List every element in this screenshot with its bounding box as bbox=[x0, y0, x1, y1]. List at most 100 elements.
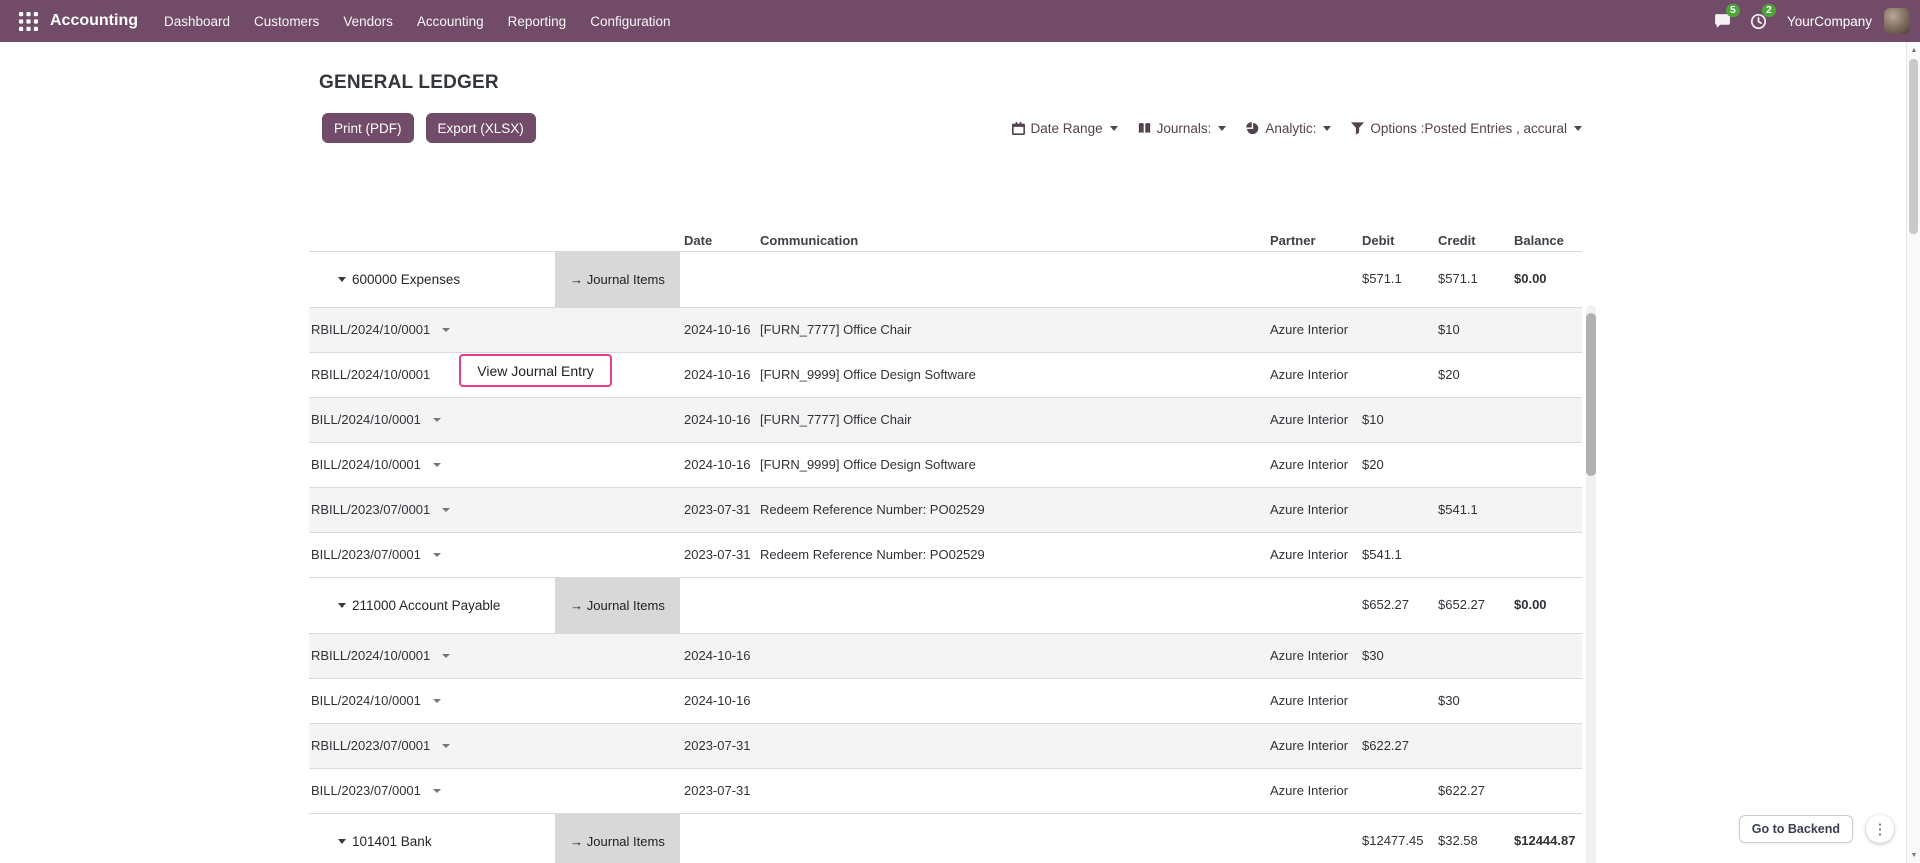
caret-down-icon bbox=[1574, 125, 1582, 131]
menu-accounting[interactable]: Accounting bbox=[416, 13, 484, 29]
caret-down-icon bbox=[1323, 125, 1332, 131]
group-credit: $32.58 bbox=[1438, 833, 1478, 849]
table-header: Date Communication Partner Debit Credit … bbox=[309, 231, 1582, 251]
go-to-backend-button[interactable]: Go to Backend bbox=[1738, 815, 1853, 843]
entry-credit: $20 bbox=[1438, 366, 1460, 382]
entry-date: 2024-10-16 bbox=[684, 692, 751, 708]
move-name-cell[interactable]: RBILL/2024/10/0001 bbox=[309, 367, 555, 384]
move-name-cell[interactable]: BILL/2024/10/0001 bbox=[309, 693, 555, 710]
options-filter[interactable]: Options :Posted Entries , accural bbox=[1351, 121, 1582, 136]
account-name-cell[interactable]: 600000 Expenses bbox=[309, 271, 555, 289]
move-dropdown-caret-icon[interactable] bbox=[442, 653, 451, 658]
entry-credit: $10 bbox=[1438, 321, 1460, 337]
account-name-cell[interactable]: 211000 Account Payable bbox=[309, 597, 555, 615]
export-xlsx-button[interactable]: Export (XLSX) bbox=[425, 113, 536, 143]
col-header-debit: Debit bbox=[1362, 232, 1395, 248]
activities-button[interactable]: 2 bbox=[1741, 0, 1777, 42]
move-name-cell[interactable]: RBILL/2023/07/0001 bbox=[309, 502, 555, 519]
group-balance: $0.00 bbox=[1514, 597, 1547, 613]
report-toolbar: Print (PDF) Export (XLSX) Date Range Jou… bbox=[309, 113, 1582, 143]
table-body: 600000 Expenses → Journal Items $571.1 $… bbox=[309, 251, 1582, 863]
entry-partner: Azure Interior bbox=[1270, 321, 1349, 337]
more-options-button[interactable]: ⋮ bbox=[1866, 815, 1894, 843]
move-name-cell[interactable]: BILL/2024/10/0001 bbox=[309, 457, 555, 474]
entry-partner: Azure Interior bbox=[1270, 411, 1349, 427]
menu-dashboard[interactable]: Dashboard bbox=[164, 13, 231, 29]
move-dropdown-caret-icon[interactable] bbox=[432, 462, 441, 467]
entry-partner: Azure Interior bbox=[1270, 782, 1349, 798]
general-ledger-table: Date Communication Partner Debit Credit … bbox=[309, 231, 1582, 863]
main-menu: Dashboard Customers Vendors Accounting R… bbox=[152, 0, 683, 42]
move-name-cell[interactable]: BILL/2023/07/0001 bbox=[309, 783, 555, 800]
group-balance: $0.00 bbox=[1514, 271, 1547, 287]
entry-partner: Azure Interior bbox=[1270, 456, 1349, 472]
entry-communication: Redeem Reference Number: PO02529 bbox=[760, 501, 985, 517]
entry-debit: $541.1 bbox=[1362, 546, 1402, 562]
print-pdf-button[interactable]: Print (PDF) bbox=[322, 113, 414, 143]
move-dropdown-caret-icon[interactable] bbox=[432, 788, 441, 793]
menu-reporting[interactable]: Reporting bbox=[507, 13, 567, 29]
entry-debit: $20 bbox=[1362, 456, 1384, 472]
menu-vendors[interactable]: Vendors bbox=[343, 13, 393, 29]
account-name-cell[interactable]: 101401 Bank bbox=[309, 833, 555, 851]
account-name: 600000 Expenses bbox=[352, 271, 461, 287]
menu-configuration[interactable]: Configuration bbox=[590, 13, 671, 29]
move-dropdown-caret-icon[interactable] bbox=[442, 327, 451, 332]
entry-date: 2023-07-31 bbox=[684, 501, 751, 517]
entry-date: 2024-10-16 bbox=[684, 321, 751, 337]
entry-partner: Azure Interior bbox=[1270, 366, 1349, 382]
journal-entry-row: RBILL/2023/07/0001 2023-07-31 Azure Inte… bbox=[309, 723, 1582, 768]
apps-menu-button[interactable] bbox=[10, 0, 46, 42]
move-name-cell[interactable]: BILL/2023/07/0001 bbox=[309, 547, 555, 564]
journal-items-button[interactable]: → Journal Items bbox=[568, 597, 668, 615]
journal-items-label: Journal Items bbox=[586, 597, 665, 613]
page-scrollbar[interactable]: ▲ ▼ bbox=[1906, 42, 1920, 863]
move-name-cell[interactable]: RBILL/2024/10/0001 bbox=[309, 322, 555, 339]
col-header-communication: Communication bbox=[760, 232, 859, 248]
analytic-filter[interactable]: Analytic: bbox=[1246, 121, 1332, 136]
systray: 5 2 YourCompany bbox=[1705, 0, 1910, 42]
table-scrollbar[interactable] bbox=[1586, 305, 1596, 863]
user-avatar[interactable] bbox=[1884, 8, 1910, 34]
menu-customers[interactable]: Customers bbox=[254, 13, 320, 29]
move-name: RBILL/2023/07/0001 bbox=[311, 501, 431, 517]
entry-partner: Azure Interior bbox=[1270, 737, 1349, 753]
company-name[interactable]: YourCompany bbox=[1786, 13, 1872, 29]
move-dropdown-caret-icon[interactable] bbox=[432, 417, 441, 422]
arrow-right-icon: → bbox=[570, 833, 584, 849]
journal-entry-row: BILL/2024/10/0001 2024-10-16 [FURN_9999]… bbox=[309, 442, 1582, 487]
journal-entry-row: RBILL/2024/10/0001 2024-10-16 Azure Inte… bbox=[309, 633, 1582, 678]
scroll-up-arrow[interactable]: ▲ bbox=[1910, 46, 1918, 54]
journal-items-button[interactable]: → Journal Items bbox=[568, 833, 668, 851]
app-name[interactable]: Accounting bbox=[50, 12, 138, 29]
col-header-date: Date bbox=[684, 232, 713, 248]
move-dropdown-caret-icon[interactable] bbox=[432, 698, 441, 703]
journal-items-button[interactable]: → Journal Items bbox=[568, 271, 668, 289]
journal-entry-row: BILL/2023/07/0001 2023-07-31 Azure Inter… bbox=[309, 768, 1582, 813]
move-name-cell[interactable]: BILL/2024/10/0001 bbox=[309, 412, 555, 429]
move-dropdown-caret-icon[interactable] bbox=[432, 552, 441, 557]
move-dropdown-caret-icon[interactable] bbox=[442, 507, 451, 512]
view-journal-entry-button[interactable]: View Journal Entry bbox=[459, 354, 612, 387]
journal-items-label: Journal Items bbox=[586, 833, 665, 849]
kebab-icon: ⋮ bbox=[1872, 820, 1888, 838]
entry-partner: Azure Interior bbox=[1270, 501, 1349, 517]
journal-icon bbox=[1138, 122, 1150, 133]
entry-date: 2024-10-16 bbox=[684, 456, 751, 472]
table-scrollbar-thumb[interactable] bbox=[1586, 313, 1596, 476]
journals-filter[interactable]: Journals: bbox=[1138, 121, 1227, 136]
messages-button[interactable]: 5 bbox=[1705, 0, 1741, 42]
move-name: BILL/2023/07/0001 bbox=[311, 546, 421, 562]
move-name-cell[interactable]: RBILL/2024/10/0001 bbox=[309, 648, 555, 665]
group-balance: $12444.87 bbox=[1514, 833, 1576, 849]
filter-icon bbox=[1351, 121, 1365, 135]
top-navbar: Accounting Dashboard Customers Vendors A… bbox=[0, 0, 1920, 42]
page-scrollbar-thumb[interactable] bbox=[1909, 59, 1918, 234]
move-dropdown-caret-icon[interactable] bbox=[442, 743, 451, 748]
messages-badge: 5 bbox=[1725, 4, 1740, 17]
date-range-filter[interactable]: Date Range bbox=[1011, 121, 1118, 136]
move-name: RBILL/2023/07/0001 bbox=[311, 737, 431, 753]
main-content: GENERAL LEDGER Print (PDF) Export (XLSX)… bbox=[0, 72, 1920, 863]
move-name-cell[interactable]: RBILL/2023/07/0001 bbox=[309, 738, 555, 755]
scroll-down-arrow[interactable]: ▼ bbox=[1910, 851, 1918, 859]
